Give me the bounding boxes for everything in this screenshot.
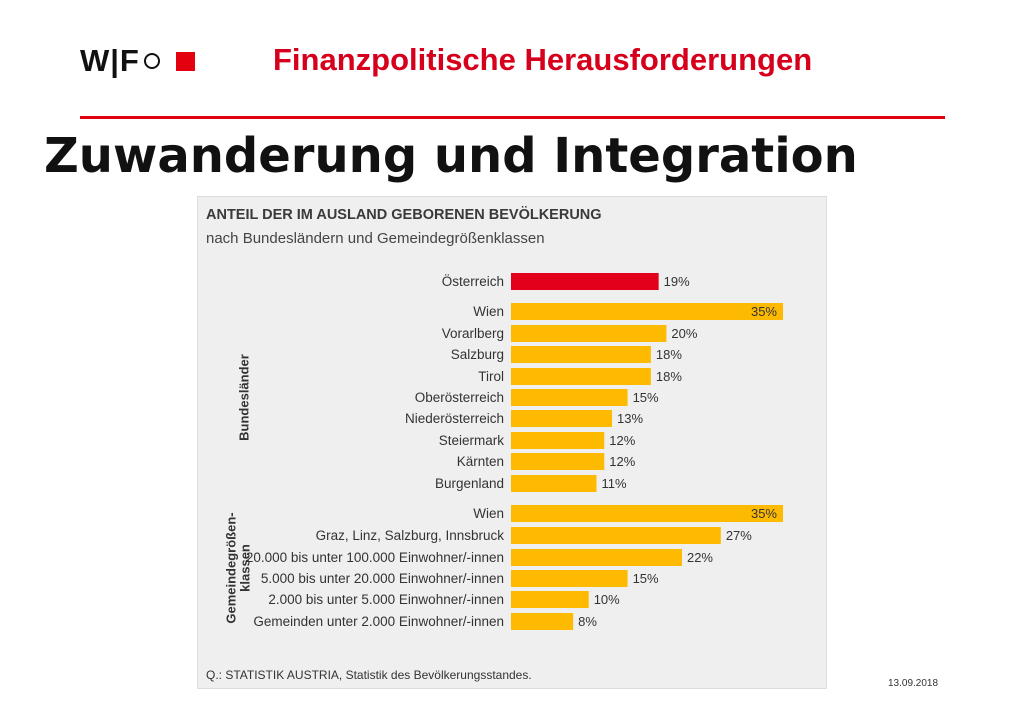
group-label-line: Bundesländer [237, 354, 252, 441]
category-label: 20.000 bis unter 100.000 Einwohner/-inne… [246, 550, 504, 565]
value-label: 22% [687, 550, 713, 565]
bar [511, 346, 651, 363]
value-label: 35% [751, 506, 777, 521]
category-label: 5.000 bis unter 20.000 Einwohner/-innen [261, 571, 504, 586]
chart-title: ANTEIL DER IM AUSLAND GEBORENEN BEVÖLKER… [206, 207, 602, 223]
logo-square-icon [175, 51, 195, 71]
bar-chart: Österreich 19% Bundesländer Wien 35% Vorarlbe… [223, 273, 783, 630]
category-label: Oberösterreich [415, 390, 504, 405]
bar [511, 368, 651, 385]
logo-text: W|F [80, 43, 140, 78]
header-title: Finanzpolitische Herausforderungen [273, 42, 813, 77]
category-label: Graz, Linz, Salzburg, Innsbruck [316, 528, 505, 543]
category-label: Gemeinden unter 2.000 Einwohner/-innen [253, 614, 504, 629]
value-label: 11% [601, 476, 626, 491]
category-label: Vorarlberg [442, 326, 504, 341]
category-label: Österreich [442, 274, 504, 289]
bar [511, 453, 605, 470]
bar [511, 613, 574, 630]
bar [511, 410, 613, 427]
bar [511, 527, 721, 544]
value-label: 27% [726, 528, 752, 543]
value-label: 19% [664, 274, 690, 289]
value-label: 10% [594, 592, 620, 607]
value-label: 8% [578, 614, 597, 629]
bar [511, 389, 628, 406]
slide-date: 13.09.2018 [888, 678, 939, 689]
bar [511, 549, 682, 566]
bar [511, 505, 783, 522]
category-label: Burgenland [435, 476, 504, 491]
category-label: Tirol [478, 369, 504, 384]
value-label: 15% [633, 571, 659, 586]
category-label: Steiermark [439, 433, 505, 448]
bar [511, 325, 667, 342]
value-label: 20% [671, 326, 697, 341]
group-label: Gemeindegrößen-klassen [223, 512, 252, 623]
bar [511, 273, 659, 290]
value-label: 35% [751, 304, 777, 319]
value-label: 18% [656, 369, 682, 384]
header-divider [80, 116, 945, 119]
category-label: Niederösterreich [405, 411, 504, 426]
value-label: 13% [617, 411, 643, 426]
logo-circle-icon [143, 53, 160, 69]
chart-source: Q.: STATISTIK AUSTRIA, Statistik des Bev… [206, 668, 532, 682]
category-label: Wien [473, 506, 504, 521]
bar [511, 303, 783, 320]
bar [511, 432, 605, 449]
group-label: Bundesländer [237, 354, 252, 441]
chart-subtitle: nach Bundesländern und Gemeindegrößenkla… [206, 230, 545, 247]
wifo-logo: W|F [80, 43, 195, 78]
slide-title: Zuwanderung und Integration [44, 128, 858, 184]
value-label: 18% [656, 347, 682, 362]
value-label: 12% [609, 454, 635, 469]
bar [511, 475, 597, 492]
category-label: Wien [473, 304, 504, 319]
value-label: 15% [633, 390, 659, 405]
group-label-line: klassen [238, 544, 253, 592]
category-label: Kärnten [457, 454, 504, 469]
category-label: Salzburg [451, 347, 504, 362]
bar [511, 591, 589, 608]
value-label: 12% [609, 433, 635, 448]
group-label-line: Gemeindegrößen- [223, 512, 238, 623]
bar [511, 570, 628, 587]
category-label: 2.000 bis unter 5.000 Einwohner/-innen [268, 592, 504, 607]
chart-panel: ANTEIL DER IM AUSLAND GEBORENEN BEVÖLKER… [197, 196, 827, 689]
